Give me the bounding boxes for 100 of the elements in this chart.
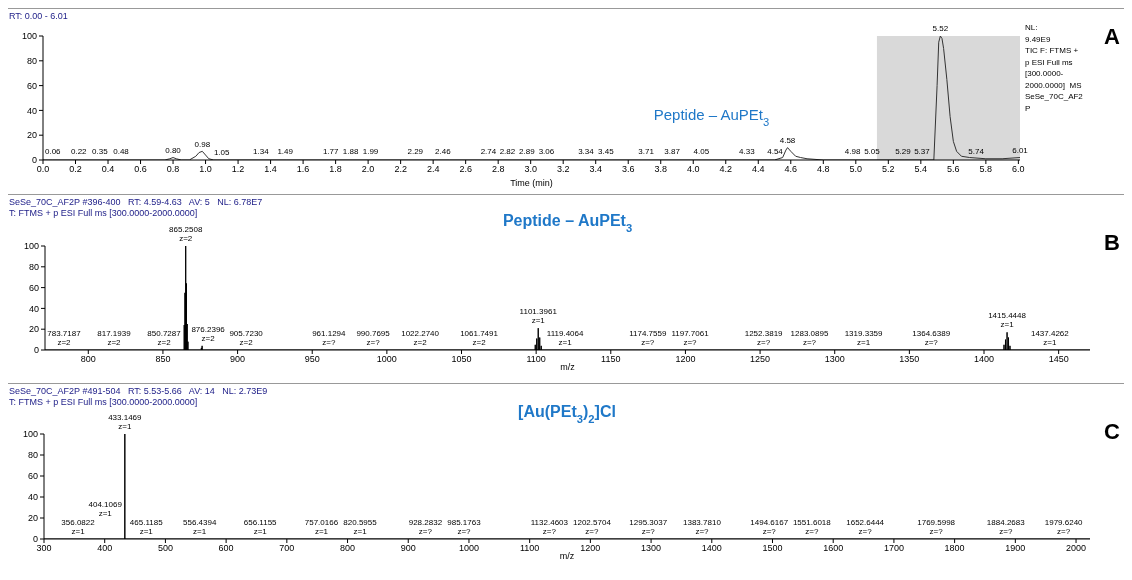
x-tick-label: 1.0 bbox=[199, 164, 212, 175]
x-tick-label: 1100 bbox=[526, 354, 546, 365]
annotation: 6.01 bbox=[1012, 146, 1029, 156]
x-tick-label: 1450 bbox=[1048, 354, 1069, 365]
x-tick-label: 5.0 bbox=[849, 164, 863, 175]
x-tick-label: 5.8 bbox=[979, 164, 993, 175]
annotation: 0.22 bbox=[70, 147, 88, 157]
annotation: 2.74 bbox=[480, 147, 497, 157]
annotation: 1.88 bbox=[342, 147, 359, 157]
annotation: 5.74 bbox=[968, 147, 985, 157]
x-tick-label: 800 bbox=[80, 354, 96, 365]
y-tick-label: 80 bbox=[26, 55, 37, 66]
y-tick-label: 80 bbox=[27, 450, 38, 461]
x-tick-label: 900 bbox=[400, 543, 416, 554]
y-tick-label: 40 bbox=[27, 492, 38, 503]
annotation: 0.80 bbox=[165, 145, 182, 155]
x-tick-label: 1.6 bbox=[296, 164, 310, 175]
y-tick-label: 20 bbox=[27, 513, 38, 524]
text: NL: 9.49E9 TIC F: FTMS + p ESI Full ms [300.0000- 2000.0000] MS SeSe_70C_AF2 P bbox=[1025, 23, 1084, 113]
x-tick-label: 600 bbox=[218, 543, 234, 554]
annotation: 905.7230 z=2 bbox=[229, 329, 264, 347]
annotation: 1.77 bbox=[322, 147, 340, 157]
annotation: 3.87 bbox=[664, 147, 681, 157]
annotation: 1319.3359 z=1 bbox=[844, 329, 884, 347]
x-tick-label: 0.0 bbox=[36, 164, 50, 175]
annotation: 757.0166 z=1 bbox=[304, 518, 339, 536]
annotation: 865.2508 z=2 bbox=[169, 225, 203, 243]
annotation: 5.37 bbox=[914, 147, 931, 157]
x-tick-label: 700 bbox=[279, 543, 295, 554]
annotation: 1101.3961 z=1 bbox=[519, 307, 558, 326]
x-tick-label: 1350 bbox=[899, 354, 920, 365]
x-tick-label: 3.2 bbox=[556, 164, 570, 175]
annotation: 4.98 bbox=[844, 147, 861, 157]
chart-title: Peptide – AuPEt$_{3}$ bbox=[502, 212, 633, 234]
annotation: 1283.0895 z=? bbox=[790, 329, 829, 347]
x-tick-label: 1250 bbox=[750, 354, 771, 365]
chart-subtitle: RT: 0.00 - 6.01 bbox=[9, 11, 68, 21]
y-tick-label: 100 bbox=[21, 31, 37, 42]
annotation: 2.89 bbox=[519, 147, 536, 157]
annotation: 1769.5998 z=? bbox=[917, 518, 956, 536]
x-tick-label: 1200 bbox=[675, 354, 696, 365]
x-tick-label: 2.8 bbox=[491, 164, 505, 175]
x-tick-label: 1100 bbox=[519, 543, 540, 554]
annotation: 0.35 bbox=[92, 147, 109, 157]
chart-title: [Au(PEt$_{3}$)$_{2}$]Cl bbox=[518, 403, 616, 425]
x-tick-label: 3.0 bbox=[524, 164, 537, 175]
annotation: 820.5955 z=1 bbox=[343, 518, 378, 536]
y-tick-label: 60 bbox=[27, 471, 38, 482]
x-tick-label: 4.4 bbox=[752, 164, 765, 175]
x-tick-label: 2.0 bbox=[361, 164, 375, 175]
x-tick-label: 4.8 bbox=[817, 164, 830, 175]
x-tick-label: 4.0 bbox=[686, 164, 700, 175]
annotation: 1202.5704 z=? bbox=[573, 518, 612, 536]
annotation: 1884.2683 z=? bbox=[986, 518, 1026, 536]
annotation: 850.7287 z=2 bbox=[147, 329, 182, 347]
x-tick-label: 5.6 bbox=[947, 164, 960, 175]
annotation: 1437.4262 z=1 bbox=[1030, 329, 1070, 347]
x-tick-label: 5.4 bbox=[914, 164, 928, 175]
annotation: 1252.3819 z=? bbox=[744, 329, 784, 347]
y-tick-label: 60 bbox=[26, 80, 37, 91]
annotation: 4.33 bbox=[739, 147, 756, 157]
x-tick-label: 300 bbox=[36, 543, 52, 554]
annotation: 2.46 bbox=[435, 147, 452, 157]
x-tick-label: 1800 bbox=[944, 543, 965, 554]
annotation: 3.45 bbox=[598, 147, 615, 157]
annotation: 1979.6240 z=? bbox=[1044, 518, 1084, 536]
annotation: 356.0822 z=1 bbox=[61, 518, 96, 536]
y-tick-label: 0 bbox=[31, 155, 37, 166]
annotation: 556.4394 z=1 bbox=[182, 518, 217, 536]
annotation: 3.06 bbox=[538, 147, 555, 157]
annotation: 1652.6444 z=? bbox=[846, 518, 885, 536]
y-tick-label: 0 bbox=[33, 345, 39, 356]
annotation: 404.1069 z=1 bbox=[88, 500, 123, 518]
x-axis-title: m/z bbox=[560, 362, 576, 372]
x-tick-label: 4.6 bbox=[784, 164, 798, 175]
annotation: 5.29 bbox=[895, 147, 912, 157]
x-tick-label: 500 bbox=[157, 543, 173, 554]
x-tick-label: 900 bbox=[230, 354, 246, 365]
y-tick-label: 80 bbox=[28, 261, 39, 272]
x-tick-label: 1200 bbox=[580, 543, 601, 554]
annotation: 4.54 bbox=[767, 147, 784, 157]
x-tick-label: 1050 bbox=[451, 354, 472, 365]
y-tick-label: 20 bbox=[28, 324, 39, 335]
x-tick-label: 1900 bbox=[1005, 543, 1026, 554]
x-tick-label: 2.6 bbox=[459, 164, 472, 175]
text: C bbox=[1104, 419, 1121, 444]
annotation: 433.1469 z=1 bbox=[108, 413, 143, 431]
annotation: 3.71 bbox=[638, 147, 655, 157]
annotation: 2.82 bbox=[499, 147, 516, 157]
x-axis-title: m/z bbox=[559, 551, 575, 561]
annotation: 5.05 bbox=[864, 147, 881, 157]
annotation: 4.05 bbox=[693, 147, 710, 157]
text: B bbox=[1104, 230, 1120, 255]
x-tick-label: 5.2 bbox=[882, 164, 895, 175]
x-tick-label: 0.6 bbox=[134, 164, 147, 175]
annotation: 0.48 bbox=[113, 147, 130, 157]
annotation: 783.7187 z=2 bbox=[47, 329, 82, 347]
annotation: 1.05 bbox=[213, 147, 231, 157]
x-tick-label: 1.8 bbox=[329, 164, 342, 175]
x-tick-label: 1600 bbox=[823, 543, 844, 554]
